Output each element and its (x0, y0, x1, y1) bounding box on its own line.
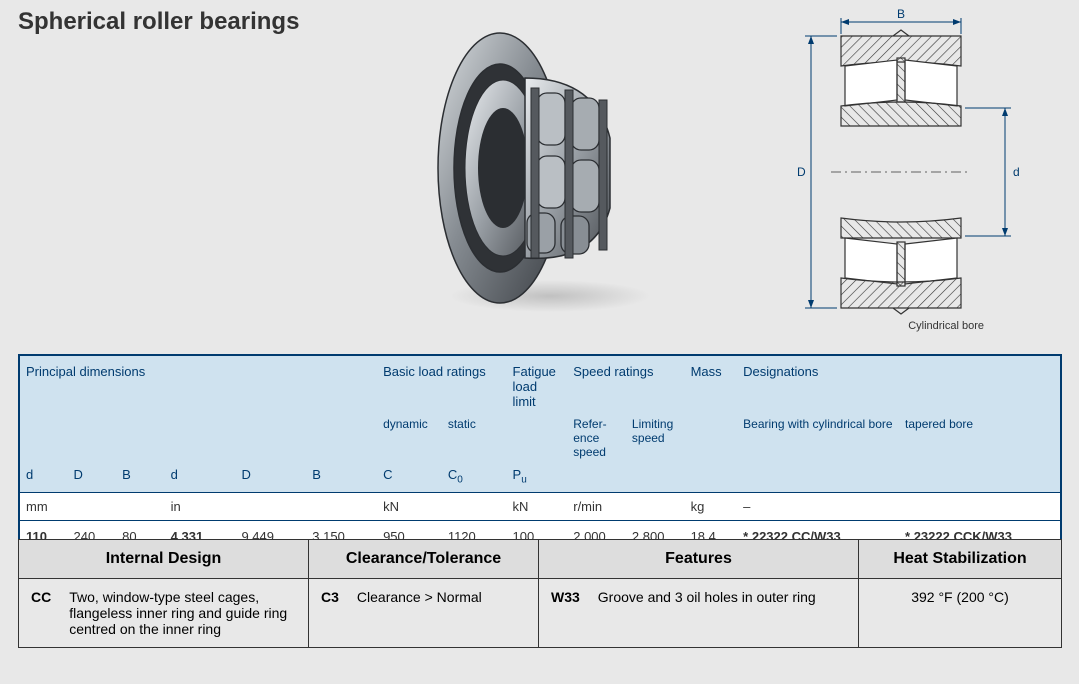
dh-internal: Internal Design (19, 540, 309, 579)
text-features: Groove and 3 oil holes in outer ring (598, 589, 816, 605)
sym-C: C (377, 463, 442, 492)
hdr-reference: Refer-ence speed (567, 413, 626, 463)
dim-label-B: B (897, 8, 905, 21)
sym-d: d (19, 463, 68, 492)
dh-heat: Heat Stabilization (859, 540, 1062, 579)
sym-Pu: Pu (507, 463, 568, 492)
dc-internal: CC Two, window-type steel cages, flangel… (19, 579, 309, 648)
hdr-dynamic: dynamic (377, 413, 442, 463)
unit-rmin: r/min (567, 492, 684, 520)
hdr-bearing-cyl: Bearing with cylindrical bore (737, 413, 899, 463)
unit-kg: kg (685, 492, 738, 520)
text-internal: Two, window-type steel cages, flangeless… (69, 589, 296, 637)
dim-label-d: d (1013, 165, 1020, 179)
detail-table: Internal Design Clearance/Tolerance Feat… (18, 539, 1062, 648)
code-features: W33 (551, 589, 590, 605)
unit-in: in (165, 492, 377, 520)
sym-B2: B (306, 463, 377, 492)
dc-features: W33 Groove and 3 oil holes in outer ring (539, 579, 859, 648)
hdr-static: static (442, 413, 507, 463)
bearing-3d-illustration (420, 18, 660, 318)
hdr-basic-load: Basic load ratings (377, 355, 506, 413)
page-title: Spherical roller bearings (18, 8, 299, 36)
unit-kN: kN (377, 492, 506, 520)
text-clearance: Clearance > Normal (357, 589, 482, 605)
diagram-caption: Cylindrical bore (908, 320, 984, 332)
hdr-tapered: tapered bore (899, 413, 1061, 463)
dc-clearance: C3 Clearance > Normal (309, 579, 539, 648)
sym-C0: C0 (442, 463, 507, 492)
dc-heat: 392 °F (200 °C) (859, 579, 1062, 648)
hdr-speed: Speed ratings (567, 355, 684, 413)
sym-d2: d (165, 463, 236, 492)
hdr-principal: Principal dimensions (19, 355, 377, 413)
unit-kN2: kN (507, 492, 568, 520)
hdr-designations: Designations (737, 355, 1061, 413)
sym-B: B (116, 463, 165, 492)
dh-features: Features (539, 540, 859, 579)
sym-D: D (68, 463, 117, 492)
code-internal: CC (31, 589, 61, 605)
hdr-fatigue: Fatigue load limit (507, 355, 568, 413)
dh-clearance: Clearance/Tolerance (309, 540, 539, 579)
bearing-2d-diagram: B D d (791, 8, 1051, 318)
unit-mm: mm (19, 492, 165, 520)
specifications-table: Principal dimensions Basic load ratings … (18, 354, 1062, 556)
hdr-limiting: Limiting speed (626, 413, 685, 463)
hdr-mass: Mass (685, 355, 738, 413)
dim-label-D: D (797, 165, 806, 179)
unit-dash: – (737, 492, 1061, 520)
sym-D2: D (235, 463, 306, 492)
code-clearance: C3 (321, 589, 349, 605)
